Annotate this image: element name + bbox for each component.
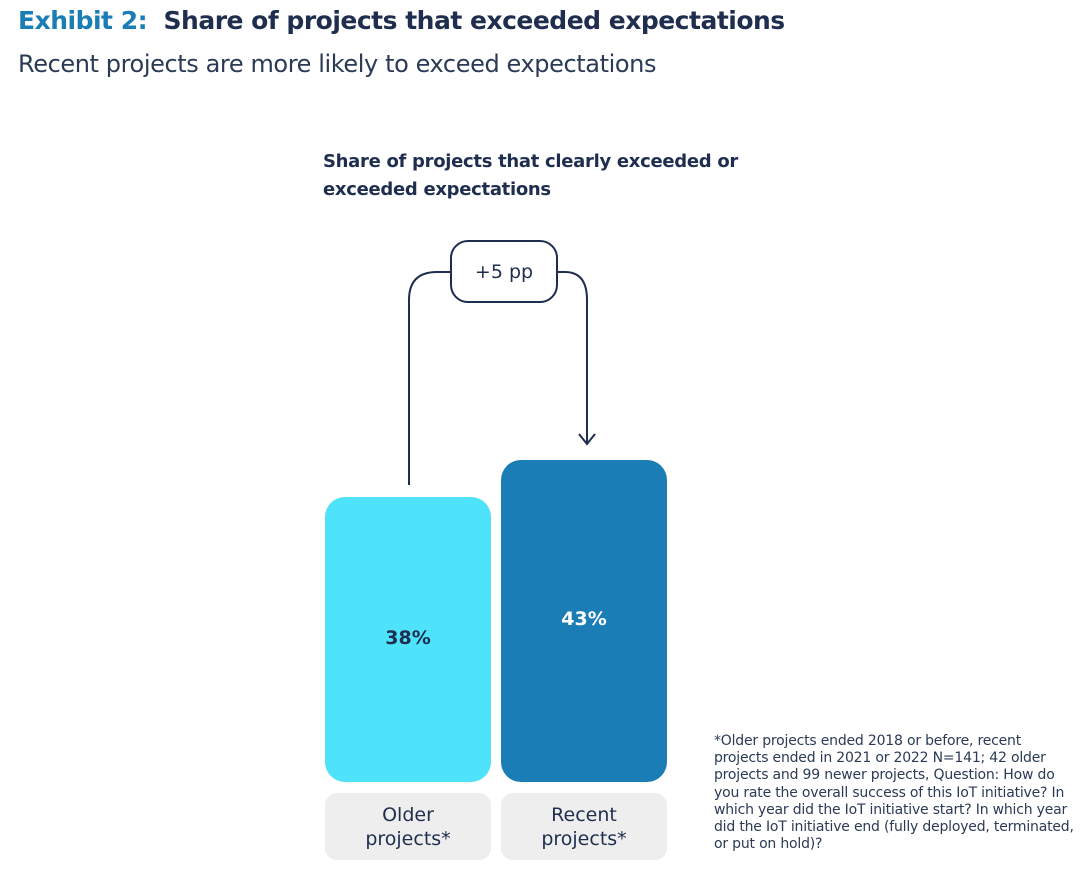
category-label-older: Older projects* <box>325 793 491 860</box>
title-text: Share of projects that exceeded expectat… <box>163 6 786 35</box>
subtitle: Recent projects are more likely to excee… <box>18 50 657 78</box>
bar-1 <box>501 459 667 782</box>
difference-label: +5 pp <box>450 240 558 303</box>
bar-0 <box>325 497 491 782</box>
value-label-0: 38% <box>385 626 431 649</box>
category-label-recent: Recent projects* <box>501 793 667 860</box>
value-label-1: 43% <box>561 607 607 630</box>
exhibit-title: Exhibit 2: Share of projects that exceed… <box>18 6 785 35</box>
chart-title: Share of projects that clearly exceeded … <box>323 151 738 200</box>
footnote: *Older projects ended 2018 or before, re… <box>714 733 1074 853</box>
arrow-down-icon <box>578 433 596 446</box>
exhibit-number: Exhibit 2: <box>18 6 148 35</box>
